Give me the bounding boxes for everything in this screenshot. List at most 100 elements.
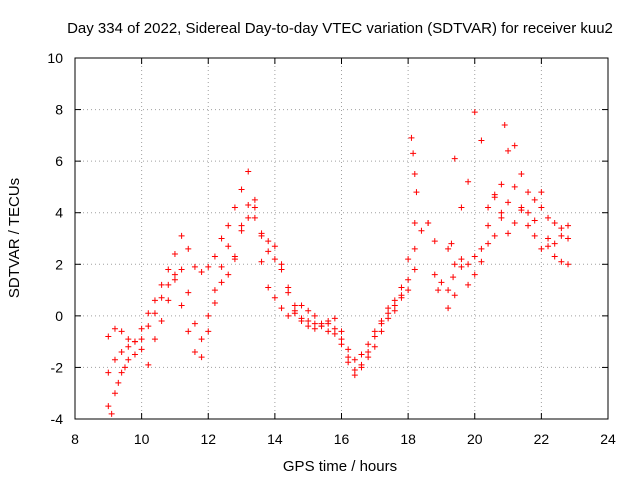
data-point xyxy=(205,263,212,270)
data-point xyxy=(178,266,185,273)
data-point xyxy=(331,330,338,337)
data-point xyxy=(311,325,318,332)
data-point xyxy=(458,204,465,211)
data-point xyxy=(465,261,472,268)
data-point xyxy=(178,302,185,309)
data-point xyxy=(471,109,478,116)
data-point xyxy=(505,199,512,206)
data-points xyxy=(105,109,572,417)
data-point xyxy=(448,240,455,247)
data-point xyxy=(291,302,298,309)
data-point xyxy=(265,284,272,291)
data-point xyxy=(111,390,118,397)
y-tick-label: 4 xyxy=(55,205,63,221)
data-point xyxy=(238,222,245,229)
data-point xyxy=(158,318,165,325)
data-point xyxy=(450,274,457,281)
data-point xyxy=(111,356,118,363)
data-point xyxy=(251,196,258,203)
data-point xyxy=(238,227,245,234)
data-point xyxy=(451,261,458,268)
y-tick-label: -2 xyxy=(51,359,64,375)
data-point xyxy=(138,336,145,343)
data-point xyxy=(338,328,345,335)
data-point xyxy=(398,292,405,299)
data-point xyxy=(458,263,465,270)
data-point xyxy=(491,194,498,201)
data-point xyxy=(211,287,218,294)
data-point xyxy=(531,232,538,239)
data-point xyxy=(118,348,125,355)
data-point xyxy=(271,294,278,301)
data-point xyxy=(378,328,385,335)
x-tick-label: 20 xyxy=(467,431,483,447)
data-point xyxy=(411,245,418,252)
data-point xyxy=(445,287,452,294)
data-point xyxy=(191,348,198,355)
data-point xyxy=(338,341,345,348)
data-point xyxy=(411,220,418,227)
data-point xyxy=(278,266,285,273)
data-point xyxy=(138,346,145,353)
data-point xyxy=(438,279,445,286)
x-tick-label: 14 xyxy=(267,431,283,447)
y-tick-label: -4 xyxy=(51,411,64,427)
data-point xyxy=(405,276,412,283)
data-point xyxy=(165,281,172,288)
data-point xyxy=(365,348,372,355)
data-point xyxy=(505,230,512,237)
data-point xyxy=(358,351,365,358)
chart-title: Day 334 of 2022, Sidereal Day-to-day VTE… xyxy=(67,20,613,37)
data-point xyxy=(345,359,352,366)
data-point xyxy=(151,310,158,317)
data-point xyxy=(408,134,415,141)
data-point xyxy=(231,253,238,260)
data-point xyxy=(298,302,305,309)
data-point xyxy=(118,369,125,376)
data-point xyxy=(498,181,505,188)
data-point xyxy=(125,343,132,350)
data-point xyxy=(365,341,372,348)
data-point xyxy=(445,245,452,252)
data-point xyxy=(451,292,458,299)
data-point xyxy=(485,240,492,247)
data-point xyxy=(518,171,525,178)
data-point xyxy=(285,284,292,291)
data-point xyxy=(185,289,192,296)
data-point xyxy=(565,235,572,242)
data-point xyxy=(465,281,472,288)
data-point xyxy=(198,336,205,343)
data-point xyxy=(485,204,492,211)
data-point xyxy=(325,320,332,327)
data-point xyxy=(378,318,385,325)
data-point xyxy=(411,171,418,178)
data-point xyxy=(411,266,418,273)
data-point xyxy=(505,147,512,154)
data-point xyxy=(271,243,278,250)
data-point xyxy=(525,189,532,196)
data-point xyxy=(478,245,485,252)
data-point xyxy=(391,302,398,309)
x-axis-label: GPS time / hours xyxy=(283,458,397,475)
data-point xyxy=(218,279,225,286)
data-point xyxy=(138,325,145,332)
data-point xyxy=(171,250,178,257)
data-point xyxy=(251,214,258,221)
data-point xyxy=(538,189,545,196)
data-point xyxy=(371,333,378,340)
data-point xyxy=(525,209,532,216)
data-point xyxy=(565,222,572,229)
data-point xyxy=(298,318,305,325)
data-point xyxy=(413,189,420,196)
data-point xyxy=(331,315,338,322)
data-point xyxy=(391,297,398,304)
data-point xyxy=(338,336,345,343)
data-point xyxy=(311,312,318,319)
data-point xyxy=(478,137,485,144)
data-point xyxy=(345,346,352,353)
data-point xyxy=(511,183,518,190)
data-point xyxy=(291,310,298,317)
data-point xyxy=(418,227,425,234)
data-point xyxy=(545,243,552,250)
y-tick-label: 2 xyxy=(55,256,63,272)
